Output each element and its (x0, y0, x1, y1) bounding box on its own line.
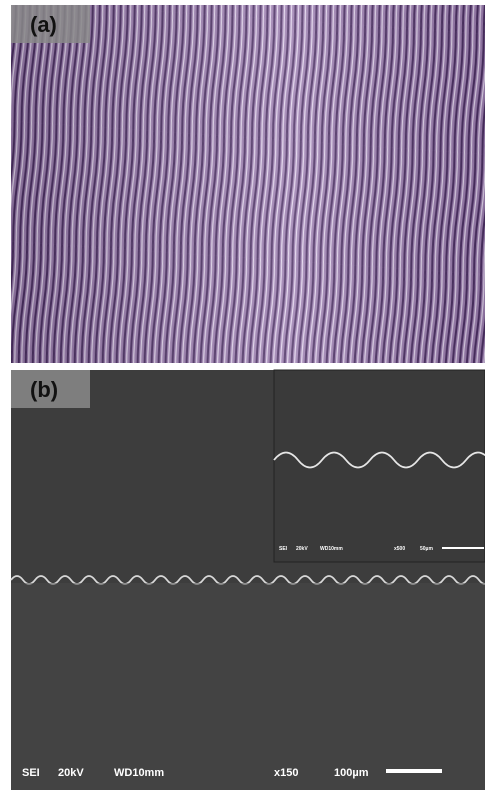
label-box (11, 370, 90, 408)
panel-a: (a) (11, 5, 485, 363)
sem-footer: SEI (279, 546, 288, 552)
sem-footer: SEI (22, 767, 40, 779)
inset: SEI 20kV WD10mm x500 50µm (273, 369, 485, 563)
image-shading (11, 5, 485, 363)
sem-footer: 100µm (334, 767, 369, 779)
scale-bar (386, 769, 442, 773)
panel-label: (b) (30, 377, 58, 402)
sem-footer: WD10mm (114, 767, 164, 779)
sem-footer: x150 (274, 767, 298, 779)
sem-footer: WD10mm (320, 546, 343, 552)
label-box (11, 5, 90, 43)
sem-footer: 50µm (420, 546, 433, 552)
panel-b: (b) SEI 20kV WD10mm x150 100µm SEI 20kV … (10, 369, 485, 790)
sem-footer: 20kV (58, 767, 84, 779)
inset-profile (273, 451, 485, 469)
scale-bar (442, 547, 484, 549)
panel-label: (a) (30, 12, 57, 37)
sem-footer: x500 (394, 546, 405, 552)
sem-footer: 20kV (296, 546, 308, 552)
substrate (11, 583, 485, 790)
